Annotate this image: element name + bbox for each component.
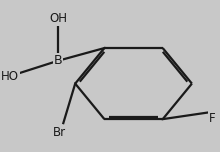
Text: OH: OH: [49, 12, 67, 25]
Text: HO: HO: [1, 69, 19, 83]
Text: B: B: [54, 54, 62, 67]
Text: F: F: [209, 112, 216, 125]
Text: Br: Br: [52, 126, 66, 139]
